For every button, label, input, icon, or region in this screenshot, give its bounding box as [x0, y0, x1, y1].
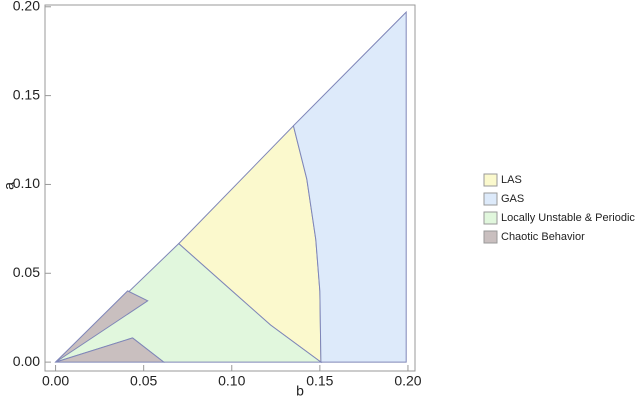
- y-axis-label: a: [1, 182, 17, 190]
- legend-swatch: [483, 230, 498, 244]
- x-tick-label: 0.05: [130, 373, 157, 389]
- y-tick-label: 0.15: [13, 86, 40, 102]
- y-tick-label: 0.10: [13, 175, 40, 191]
- legend-swatch: [483, 211, 498, 225]
- x-tick-label: 0.10: [218, 373, 245, 389]
- legend-label: Locally Unstable & Periodic: [501, 212, 635, 224]
- legend-label: LAS: [501, 174, 522, 186]
- plot-frame: [44, 4, 416, 372]
- legend-swatch: [483, 173, 498, 187]
- x-axis-label: b: [296, 383, 304, 399]
- x-tick-label: 0.15: [306, 373, 333, 389]
- x-tick-label: 0.00: [42, 373, 69, 389]
- legend-label: GAS: [501, 193, 524, 205]
- x-tick-label: 0.20: [394, 373, 421, 389]
- region: [292, 10, 407, 363]
- legend-label: Chaotic Behavior: [501, 231, 585, 243]
- legend-swatch: [483, 192, 498, 206]
- y-tick-label: 0.00: [13, 353, 40, 369]
- y-tick-label: 0.20: [13, 0, 40, 13]
- region: [54, 290, 166, 363]
- y-tick-label: 0.05: [13, 264, 40, 280]
